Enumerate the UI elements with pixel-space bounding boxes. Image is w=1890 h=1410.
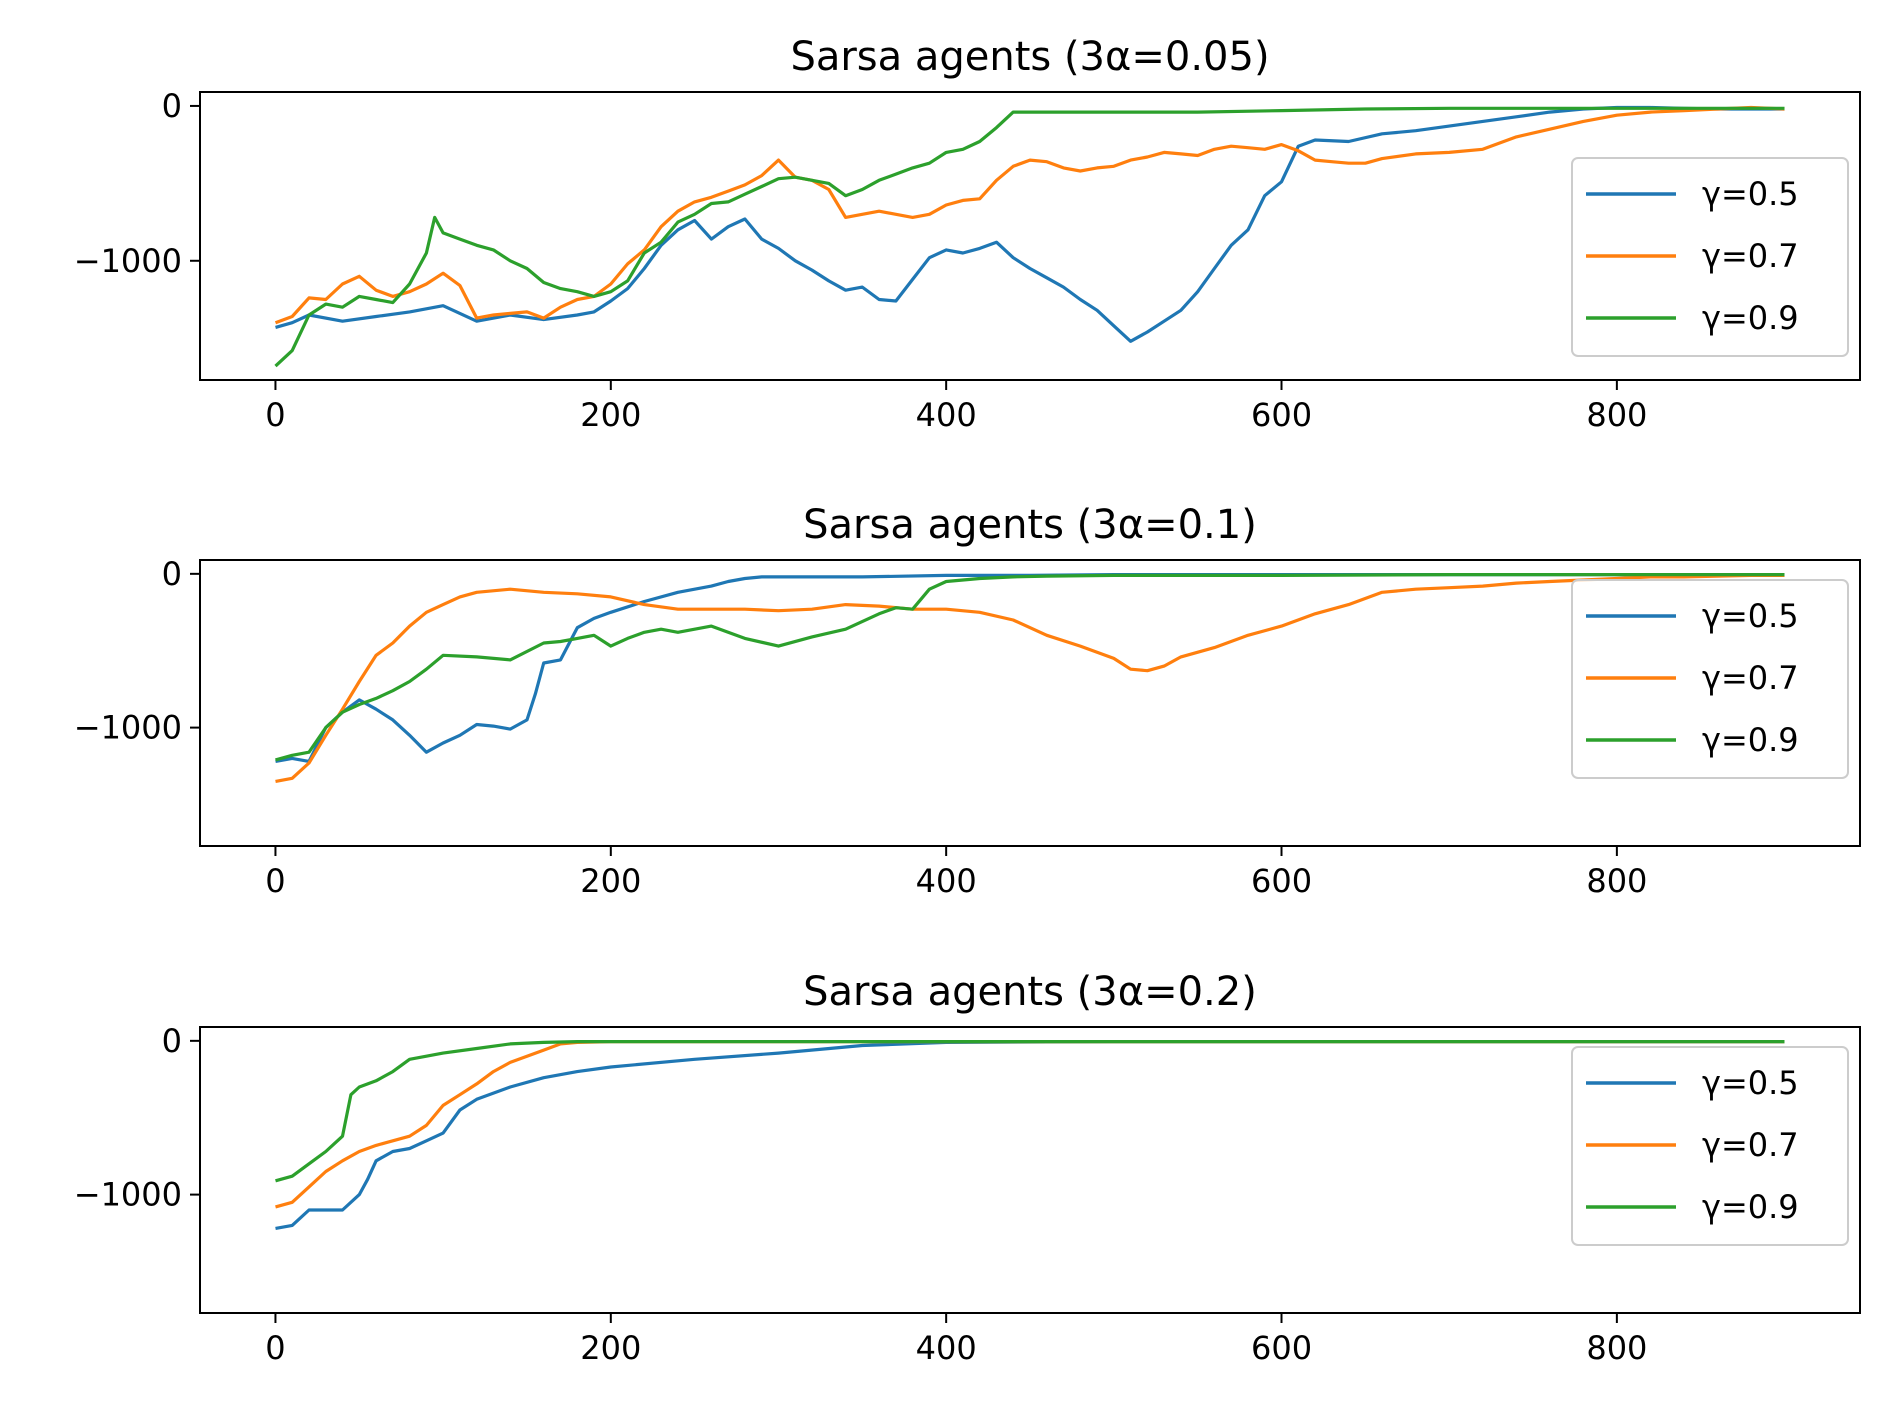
series-group xyxy=(275,1039,1785,1230)
legend-label: γ=0.9 xyxy=(1702,1188,1799,1226)
chart-title: Sarsa agents (3α=0.2) xyxy=(803,969,1257,1015)
legend-label: γ=0.7 xyxy=(1702,659,1799,697)
chart-panel-2: Sarsa agents (3α=0.1) 0 200 400 600 800 0 −1000… xyxy=(74,502,1861,900)
axes-frame xyxy=(199,1026,1861,1314)
y-tick-label: 0 xyxy=(162,87,182,125)
x-tick-label: 0 xyxy=(265,1329,285,1367)
legend: γ=0.5 γ=0.7 γ=0.9 xyxy=(1571,1046,1849,1246)
chart-title: Sarsa agents (3α=0.1) xyxy=(803,502,1257,548)
series-line-3 xyxy=(275,1039,1785,1183)
x-tick-label: 200 xyxy=(580,396,641,434)
x-tick-label: 400 xyxy=(916,1329,977,1367)
series-line-1 xyxy=(275,572,1785,764)
series-line-2 xyxy=(275,573,1785,783)
x-tick-label: 800 xyxy=(1586,396,1647,434)
y-tick-label: −1000 xyxy=(74,1176,182,1214)
legend-label: γ=0.9 xyxy=(1702,721,1799,759)
x-tick-label: 200 xyxy=(580,1329,641,1367)
x-tick-label: 600 xyxy=(1251,396,1312,434)
series-line-1 xyxy=(275,105,1785,343)
chart-panel-3: Sarsa agents (3α=0.2) 0 200 400 600 800 0 −1000… xyxy=(74,969,1861,1367)
x-tick-label: 200 xyxy=(580,862,641,900)
legend: γ=0.5 γ=0.7 γ=0.9 xyxy=(1571,157,1849,357)
series-line-3 xyxy=(275,572,1785,762)
legend-label: γ=0.5 xyxy=(1702,1064,1799,1102)
legend-label: γ=0.7 xyxy=(1702,237,1799,275)
axes-frame xyxy=(199,91,1861,381)
series-line-1 xyxy=(275,1039,1785,1230)
legend-box xyxy=(1571,1046,1849,1246)
chart-title: Sarsa agents (3α=0.05) xyxy=(790,34,1269,80)
legend-label: γ=0.5 xyxy=(1702,597,1799,635)
x-tick-label: 0 xyxy=(265,862,285,900)
y-tick-label: 0 xyxy=(162,1022,182,1060)
legend-label: γ=0.5 xyxy=(1702,175,1799,213)
legend-label: γ=0.7 xyxy=(1702,1126,1799,1164)
y-tick-label: 0 xyxy=(162,555,182,593)
x-tick-label: 0 xyxy=(265,396,285,434)
series-group xyxy=(275,572,1785,783)
legend-label: γ=0.9 xyxy=(1702,299,1799,337)
x-tick-label: 400 xyxy=(916,396,977,434)
series-line-2 xyxy=(275,1039,1785,1209)
x-tick-label: 400 xyxy=(916,862,977,900)
chart-panel-1: Sarsa agents (3α=0.05) 0 200 400 600 800 0 −100… xyxy=(74,34,1861,434)
y-tick-label: −1000 xyxy=(74,242,182,280)
legend-box xyxy=(1571,157,1849,357)
series-group xyxy=(274,105,1785,368)
axes-frame xyxy=(199,559,1861,847)
x-tick-label: 600 xyxy=(1251,1329,1312,1367)
legend: γ=0.5 γ=0.7 γ=0.9 xyxy=(1571,579,1849,779)
y-tick-label: −1000 xyxy=(74,709,182,747)
x-tick-label: 800 xyxy=(1586,862,1647,900)
legend-box xyxy=(1571,579,1849,779)
series-line-2 xyxy=(274,105,1785,325)
series-line-3 xyxy=(274,106,1785,368)
x-tick-label: 600 xyxy=(1251,862,1312,900)
x-tick-label: 800 xyxy=(1586,1329,1647,1367)
